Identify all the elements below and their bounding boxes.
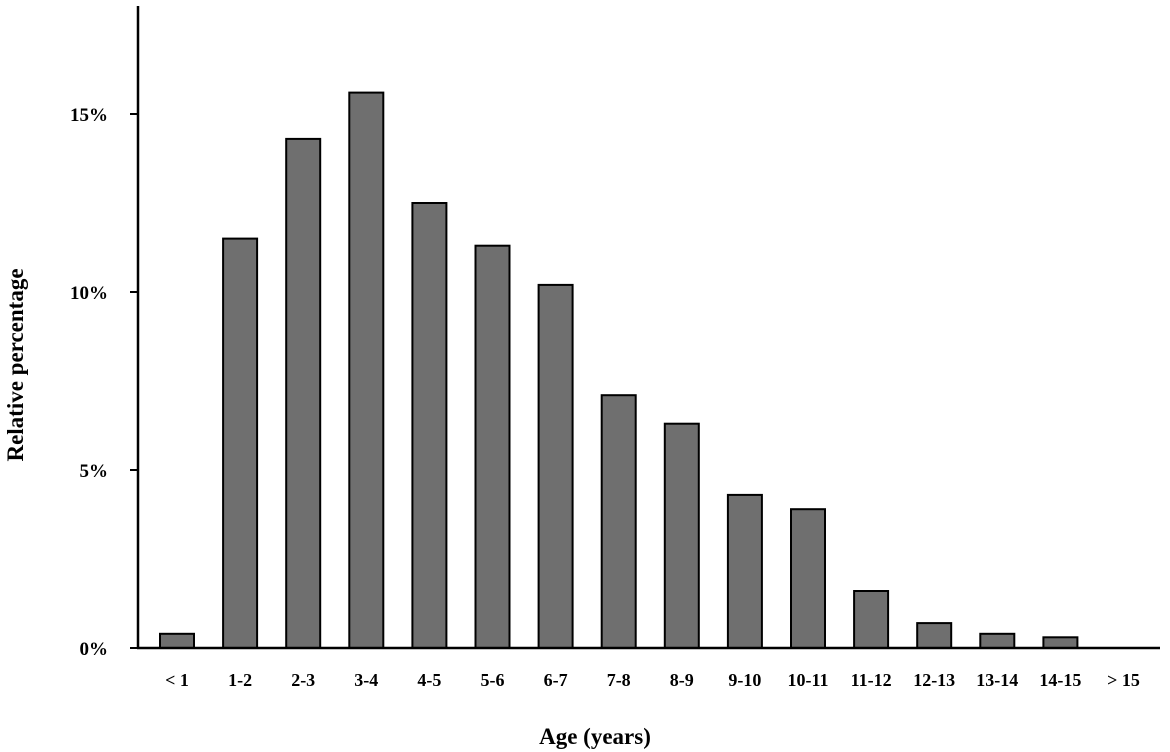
bar-14-15 (1042, 636, 1079, 649)
x-tick-label: 1-2 (228, 670, 252, 690)
bar-1-2 (222, 237, 259, 649)
bar-13-14 (979, 632, 1016, 649)
x-tick-label: > 15 (1107, 670, 1140, 690)
y-tick-label: 15% (70, 105, 108, 126)
y-ticks-layer: 0% 5% 10% 15% (70, 105, 138, 660)
x-tick-label: 12-13 (913, 670, 955, 690)
x-labels-layer: < 1 1-2 2-3 3-4 4-5 5-6 6-7 7-8 8-9 9-10 10-11 11-1… (165, 670, 1140, 690)
x-tick-label: 13-14 (976, 670, 1018, 690)
bar-12-13 (916, 622, 953, 649)
bar-< 1 (159, 632, 195, 649)
x-tick-label: 9-10 (728, 670, 761, 690)
x-tick-label: < 1 (165, 670, 189, 690)
x-tick-label: 8-9 (670, 670, 694, 690)
bar-9-10 (726, 493, 763, 649)
x-tick-label: 2-3 (291, 670, 315, 690)
bars-layer (159, 91, 1079, 650)
bar-8-9 (663, 422, 700, 650)
bar-4-5 (411, 202, 448, 649)
y-tick-label: 0% (80, 639, 109, 660)
bar-6-7 (537, 283, 574, 649)
bar-5-6 (474, 244, 511, 649)
x-tick-label: 11-12 (851, 670, 892, 690)
x-tick-label: 4-5 (417, 670, 441, 690)
y-tick-label: 5% (80, 461, 109, 482)
bar-2-3 (285, 137, 322, 649)
x-tick-label: 7-8 (607, 670, 631, 690)
x-tick-label: 10-11 (787, 670, 828, 690)
bar-3-4 (348, 91, 385, 650)
y-axis-title: Relative percentage (3, 268, 28, 461)
bar-7-8 (600, 394, 637, 650)
x-tick-label: 5-6 (481, 670, 505, 690)
x-tick-label: 6-7 (544, 670, 568, 690)
bar-11-12 (853, 590, 890, 649)
y-tick-label: 10% (70, 283, 108, 304)
x-axis-title: Age (years) (539, 724, 651, 749)
bar-10-11 (790, 508, 826, 650)
x-tick-label: 14-15 (1039, 670, 1081, 690)
x-tick-label: 3-4 (354, 670, 378, 690)
